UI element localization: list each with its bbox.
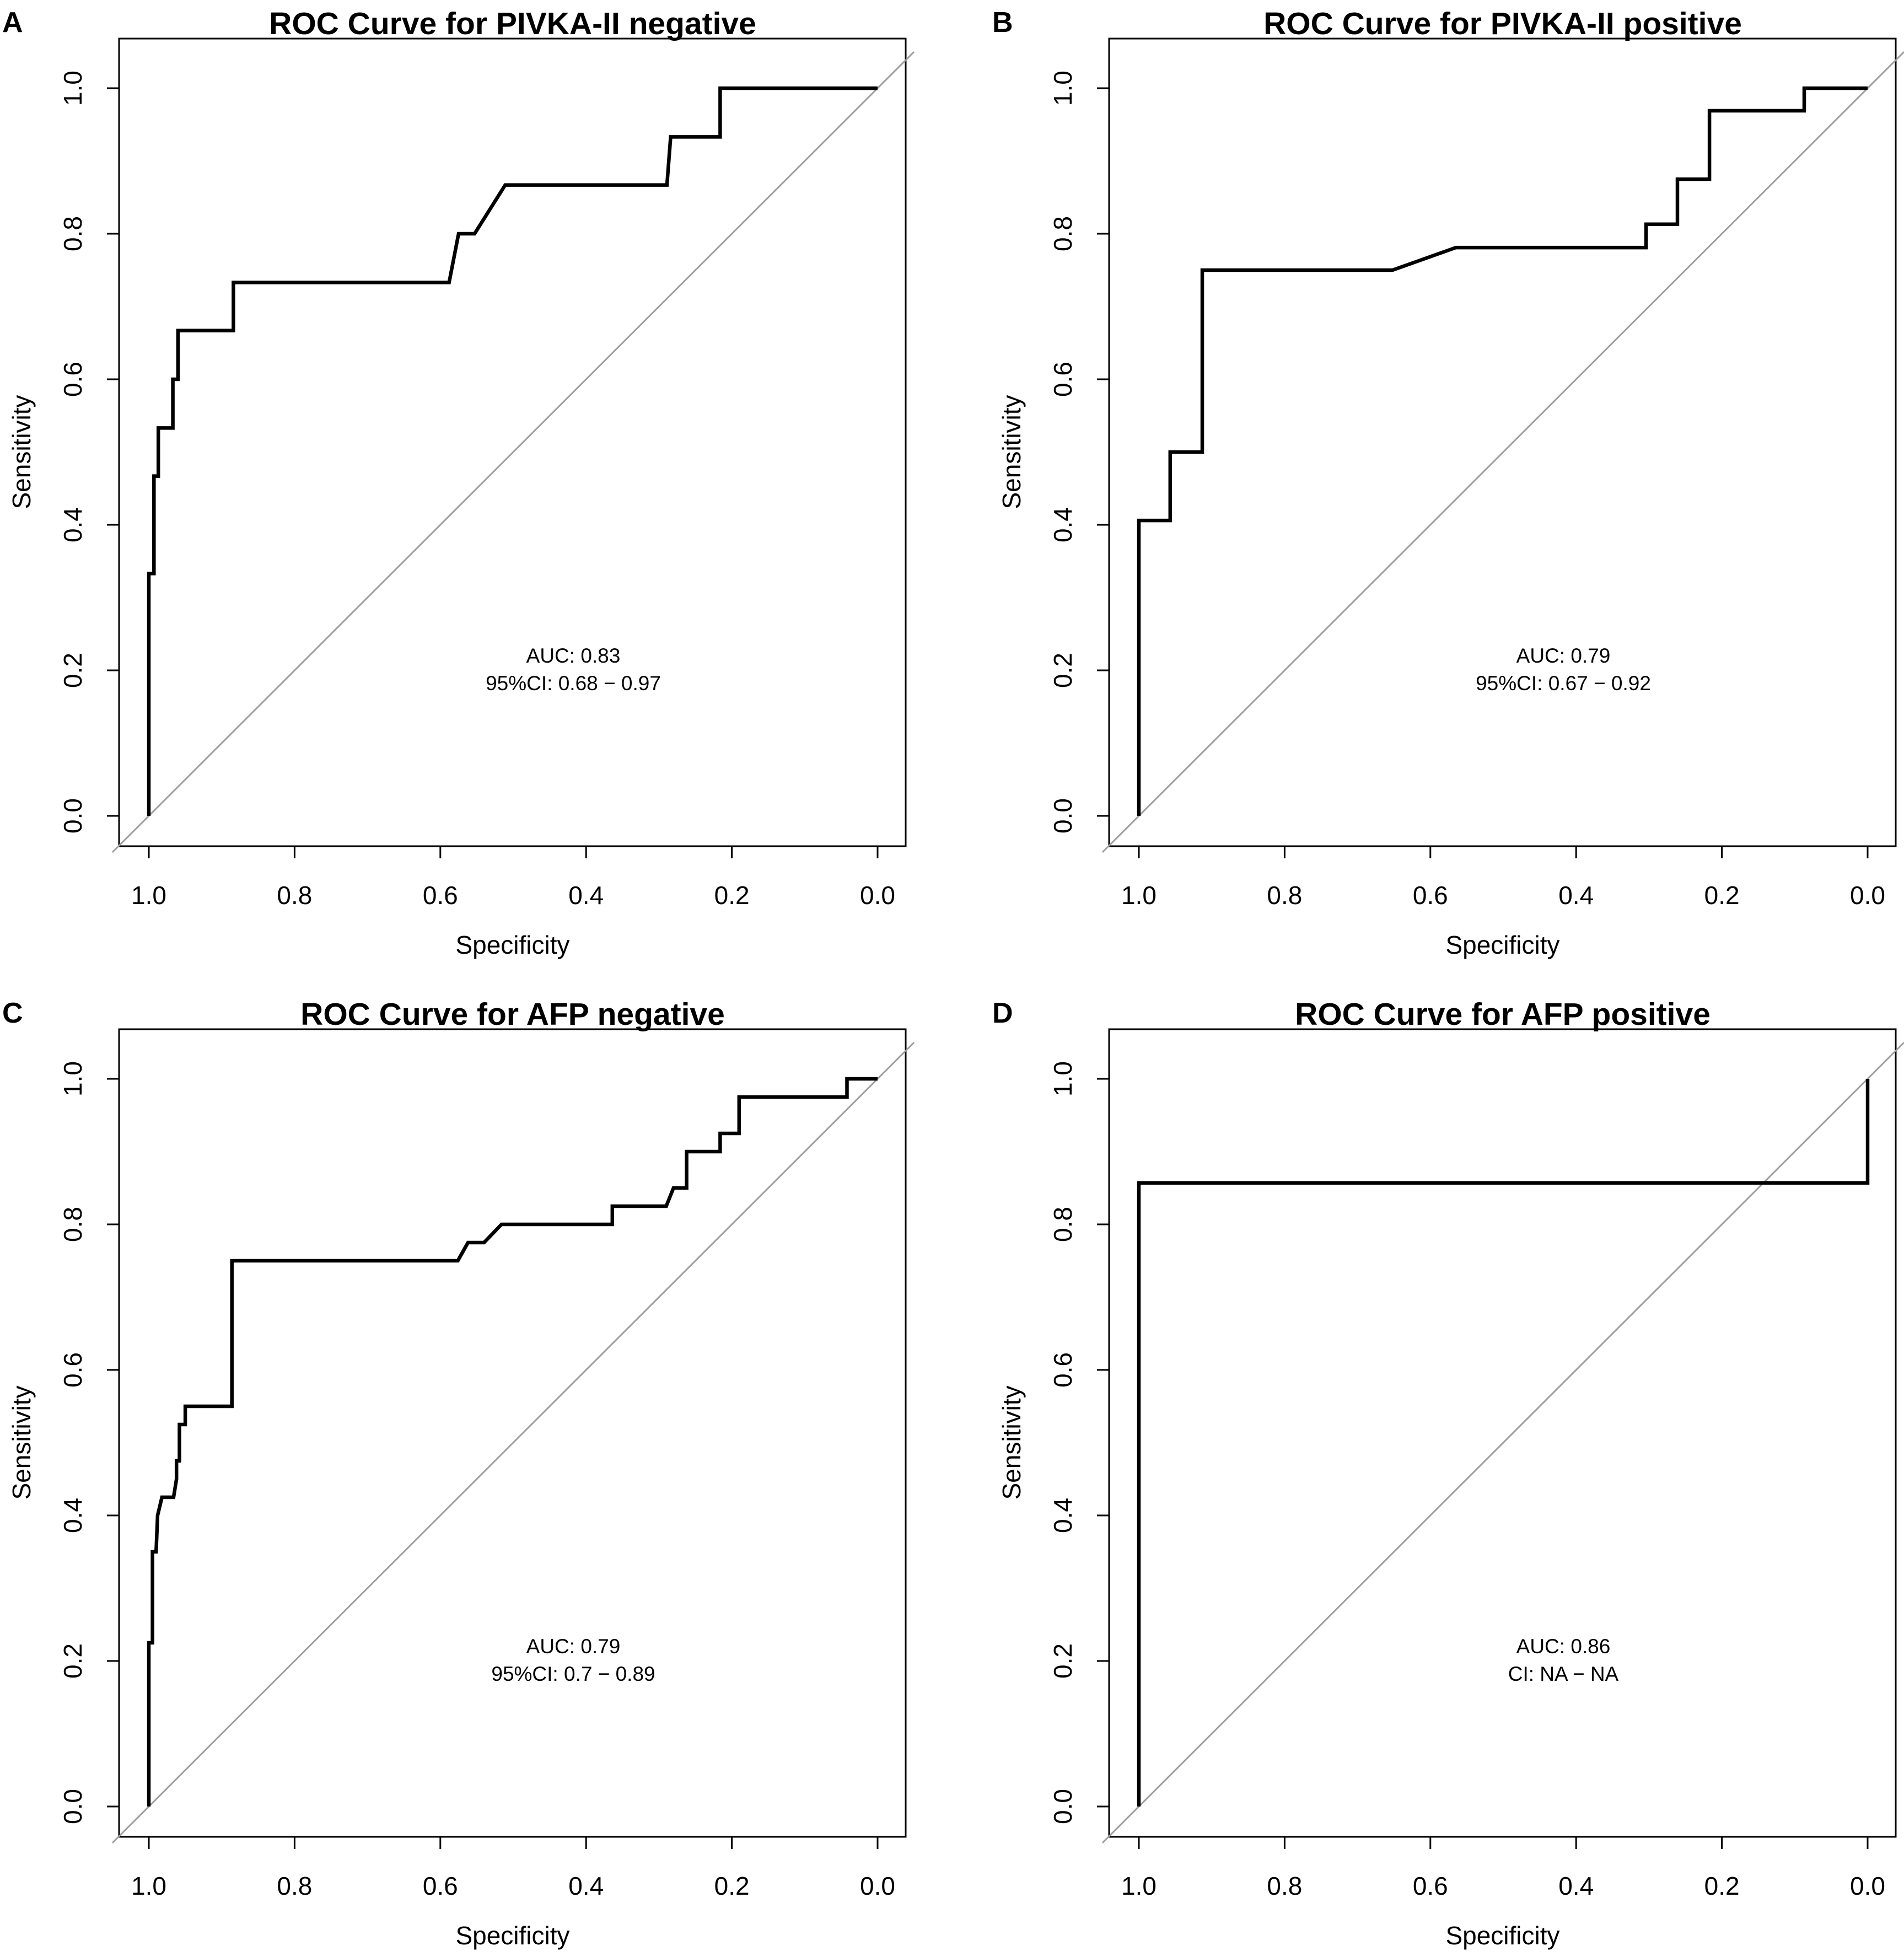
ci-annotation: 95%CI: 0.68 − 0.97 bbox=[486, 672, 661, 695]
reference-diagonal bbox=[1101, 1041, 1904, 1844]
x-tick-label: 1.0 bbox=[131, 1872, 166, 1900]
x-tick-label: 0.2 bbox=[714, 881, 750, 910]
auc-annotation: AUC: 0.79 bbox=[1516, 644, 1611, 667]
y-tick-label: 1.0 bbox=[1048, 71, 1077, 106]
chart-title: ROC Curve for AFP positive bbox=[1295, 997, 1711, 1032]
x-tick-label: 0.6 bbox=[423, 881, 458, 910]
roc-panel-a: A ROC Curve for PIVKA-II negative 1.0 0.8 0.… bbox=[2, 6, 915, 959]
y-tick-label: 1.0 bbox=[1048, 1061, 1077, 1096]
y-tick-label: 0.0 bbox=[58, 798, 87, 834]
reference-diagonal bbox=[111, 1041, 915, 1844]
plot-frame bbox=[1108, 1028, 1897, 1838]
x-axis-title: Specificity bbox=[1445, 931, 1559, 959]
x-tick-label: 0.6 bbox=[423, 1872, 458, 1900]
panel-letter: C bbox=[2, 997, 23, 1029]
y-tick-label: 0.8 bbox=[1048, 216, 1077, 251]
x-tick-label: 0.2 bbox=[1704, 881, 1740, 910]
x-tick-label: 0.2 bbox=[714, 1872, 750, 1900]
y-axis-title: Sensitivity bbox=[997, 1385, 1026, 1499]
y-tick-label: 0.2 bbox=[58, 653, 87, 688]
x-tick-label: 0.0 bbox=[860, 1872, 895, 1900]
roc-panel-c: C ROC Curve for AFP negative 1.0 0.8 0.6 0.4 0… bbox=[2, 997, 915, 1950]
panel-letter: B bbox=[992, 7, 1013, 39]
x-tick-label: 0.0 bbox=[1850, 1872, 1885, 1900]
x-tick-label: 1.0 bbox=[131, 881, 166, 910]
x-tick-label: 0.8 bbox=[1267, 1872, 1302, 1900]
y-axis-title: Sensitivity bbox=[7, 395, 36, 509]
x-tick-label: 0.0 bbox=[1850, 881, 1885, 910]
y-tick-label: 1.0 bbox=[58, 1061, 87, 1096]
reference-diagonal bbox=[111, 51, 915, 853]
x-tick-label: 0.4 bbox=[568, 1872, 604, 1900]
x-tick-label: 0.0 bbox=[860, 881, 895, 910]
chart-title: ROC Curve for PIVKA-II positive bbox=[1263, 6, 1742, 41]
auc-annotation: AUC: 0.86 bbox=[1516, 1635, 1611, 1658]
y-tick-label: 0.6 bbox=[58, 1352, 87, 1388]
x-axis-title: Specificity bbox=[1445, 1921, 1559, 1950]
y-tick-label: 0.4 bbox=[1048, 1498, 1077, 1533]
x-tick-label: 0.6 bbox=[1413, 881, 1448, 910]
x-tick-label: 0.8 bbox=[277, 881, 312, 910]
auc-annotation: AUC: 0.79 bbox=[526, 1635, 621, 1658]
roc-curve bbox=[147, 86, 878, 816]
plot-frame bbox=[118, 1028, 907, 1838]
y-tick-label: 0.8 bbox=[58, 1207, 87, 1242]
x-axis-title: Specificity bbox=[455, 931, 569, 959]
y-tick-label: 0.6 bbox=[1048, 1352, 1077, 1388]
panel-letter: D bbox=[992, 997, 1013, 1029]
x-tick-label: 1.0 bbox=[1121, 1872, 1157, 1900]
x-tick-label: 0.8 bbox=[277, 1872, 312, 1900]
chart-title: ROC Curve for AFP negative bbox=[300, 997, 725, 1032]
y-tick-label: 0.4 bbox=[58, 1498, 87, 1533]
y-tick-label: 0.2 bbox=[1048, 1643, 1077, 1679]
chart-title: ROC Curve for PIVKA-II negative bbox=[269, 6, 756, 41]
panel-letter: A bbox=[2, 7, 23, 39]
y-tick-label: 0.2 bbox=[1048, 653, 1077, 688]
x-tick-label: 0.6 bbox=[1413, 1872, 1448, 1900]
roc-curve bbox=[1137, 1079, 1870, 1807]
x-tick-label: 1.0 bbox=[1121, 881, 1157, 910]
y-axis-title: Sensitivity bbox=[997, 395, 1026, 509]
ci-annotation: 95%CI: 0.7 − 0.89 bbox=[491, 1663, 655, 1685]
y-tick-label: 0.0 bbox=[58, 1789, 87, 1824]
roc-panel-d: D ROC Curve for AFP positive 1.0 0.8 0.6 0.4 0… bbox=[992, 997, 1904, 1950]
y-tick-label: 0.8 bbox=[58, 216, 87, 251]
roc-curve bbox=[147, 1077, 878, 1807]
y-tick-label: 1.0 bbox=[58, 71, 87, 106]
y-tick-label: 0.0 bbox=[1048, 1789, 1077, 1824]
y-tick-label: 0.8 bbox=[1048, 1207, 1077, 1242]
x-axis-title: Specificity bbox=[455, 1921, 569, 1950]
roc-panel-b: B ROC Curve for PIVKA-II positive 1.0 0.8 0.… bbox=[992, 6, 1904, 959]
auc-annotation: AUC: 0.83 bbox=[526, 644, 621, 667]
ci-annotation: CI: NA − NA bbox=[1508, 1663, 1619, 1685]
y-axis-title: Sensitivity bbox=[7, 1385, 36, 1499]
x-tick-label: 0.4 bbox=[1558, 1872, 1594, 1900]
y-tick-label: 0.2 bbox=[58, 1643, 87, 1679]
reference-diagonal bbox=[1101, 51, 1904, 853]
ci-annotation: 95%CI: 0.67 − 0.92 bbox=[1476, 672, 1651, 695]
y-tick-label: 0.6 bbox=[58, 362, 87, 397]
y-tick-label: 0.4 bbox=[1048, 507, 1077, 542]
plot-frame bbox=[118, 37, 907, 847]
x-tick-label: 0.2 bbox=[1704, 1872, 1740, 1900]
x-tick-label: 0.4 bbox=[568, 881, 604, 910]
roc-curve bbox=[1137, 86, 1868, 816]
plot-frame bbox=[1108, 37, 1897, 847]
x-tick-label: 0.4 bbox=[1558, 881, 1594, 910]
y-tick-label: 0.6 bbox=[1048, 362, 1077, 397]
x-tick-label: 0.8 bbox=[1267, 881, 1302, 910]
y-tick-label: 0.0 bbox=[1048, 798, 1077, 834]
y-tick-label: 0.4 bbox=[58, 507, 87, 542]
